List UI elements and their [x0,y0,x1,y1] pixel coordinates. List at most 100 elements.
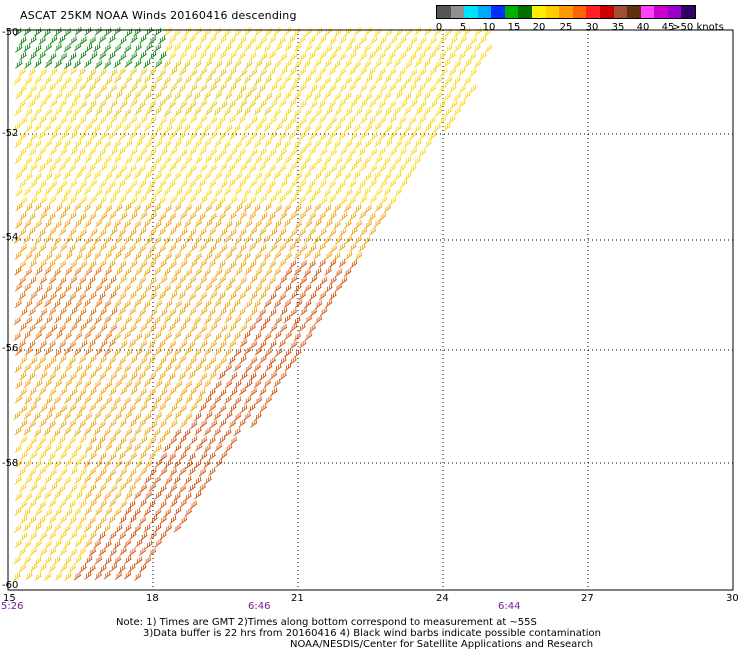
wind-barb [308,163,316,172]
wind-barb [213,76,221,85]
wind-barb [133,426,142,436]
wind-barb [70,466,78,476]
wind-barb [463,91,471,100]
wind-barb [28,147,37,157]
wind-barb [284,331,293,340]
wind-barb [154,171,162,181]
wind-barb [298,195,307,205]
wind-barb [139,83,148,93]
wind-barb [84,490,92,500]
wind-barb [100,162,108,172]
wind-barb [110,99,118,109]
footer-credit: NOAA/NESDIS/Center for Satellite Applica… [290,639,594,650]
wind-barb [148,35,157,45]
wind-barb [218,275,227,284]
wind-barb [303,124,312,134]
wind-barb [134,267,143,276]
wind-barb [144,491,153,500]
wind-barb [194,235,202,245]
wind-barb [184,380,193,390]
wind-barb [53,123,62,133]
legend-label-0: 0 [435,22,443,33]
wind-barb [393,42,402,52]
wind-barb [24,459,32,469]
wind-barb [70,130,78,140]
wind-barb [13,555,22,565]
wind-barb [38,228,46,238]
wind-barb [203,459,211,469]
wind-barb [160,387,168,397]
wind-barb [199,275,208,285]
wind-barb [99,515,107,525]
wind-barb [55,186,63,196]
wind-barb [173,330,182,340]
wind-barb [119,82,128,92]
wind-barb [145,26,153,36]
wind-barb [324,138,333,148]
wind-barb [373,28,382,37]
wind-barb [219,340,227,349]
wind-barb [275,122,283,132]
wind-barb [89,131,98,141]
wind-barb [289,195,297,205]
wind-barb [439,115,447,125]
wind-barb [448,114,456,124]
wind-barb [58,291,67,301]
wind-barb [308,211,317,221]
wind-barb [123,283,132,293]
wind-barb [269,370,278,380]
wind-barb [25,140,33,150]
wind-barb [163,428,171,438]
wind-barb [194,459,202,469]
wind-barb [304,43,313,53]
wind-barb [84,412,93,421]
legend-label-35: 35 [611,22,625,33]
wind-barb [48,498,57,508]
wind-barb [280,115,288,125]
wind-barb [34,236,42,246]
wind-barb [278,82,286,92]
wind-barb [145,316,153,326]
wind-barb [253,92,261,102]
wind-barb [39,115,47,125]
wind-barb [390,35,398,45]
wind-barb [190,259,198,268]
wind-barb [124,267,132,277]
wind-barb [84,523,92,533]
wind-barb [473,59,482,69]
wind-barb [199,356,207,365]
wind-barb [64,492,73,502]
wind-barb [244,315,253,324]
wind-barb [254,155,262,165]
wind-barb [184,268,193,278]
wind-barb [199,243,207,252]
wind-barb [159,531,167,540]
wind-barb [469,36,478,45]
wind-barb [234,140,243,150]
wind-barb [99,355,107,365]
wind-barb [74,170,83,180]
wind-barb [228,355,236,365]
wind-barb [248,99,257,109]
wind-barb [264,27,273,37]
wind-barb [403,124,412,134]
wind-barb [224,43,232,53]
wind-barb [378,51,386,60]
wind-barb [59,404,68,414]
wind-barb [155,458,163,468]
wind-barb [34,59,42,68]
wind-barb [203,138,212,148]
wind-barb [48,436,56,445]
wind-barb [35,284,43,294]
wind-barb [143,378,151,388]
wind-barb [125,348,133,358]
wind-barb [229,83,237,93]
wind-barb [278,131,287,141]
wind-barb [189,68,198,78]
wind-barb [88,324,97,333]
wind-barb [49,52,57,62]
wind-barb [323,170,331,180]
wind-barb [188,211,197,221]
wind-barb [334,268,343,278]
wind-barb [98,435,106,445]
